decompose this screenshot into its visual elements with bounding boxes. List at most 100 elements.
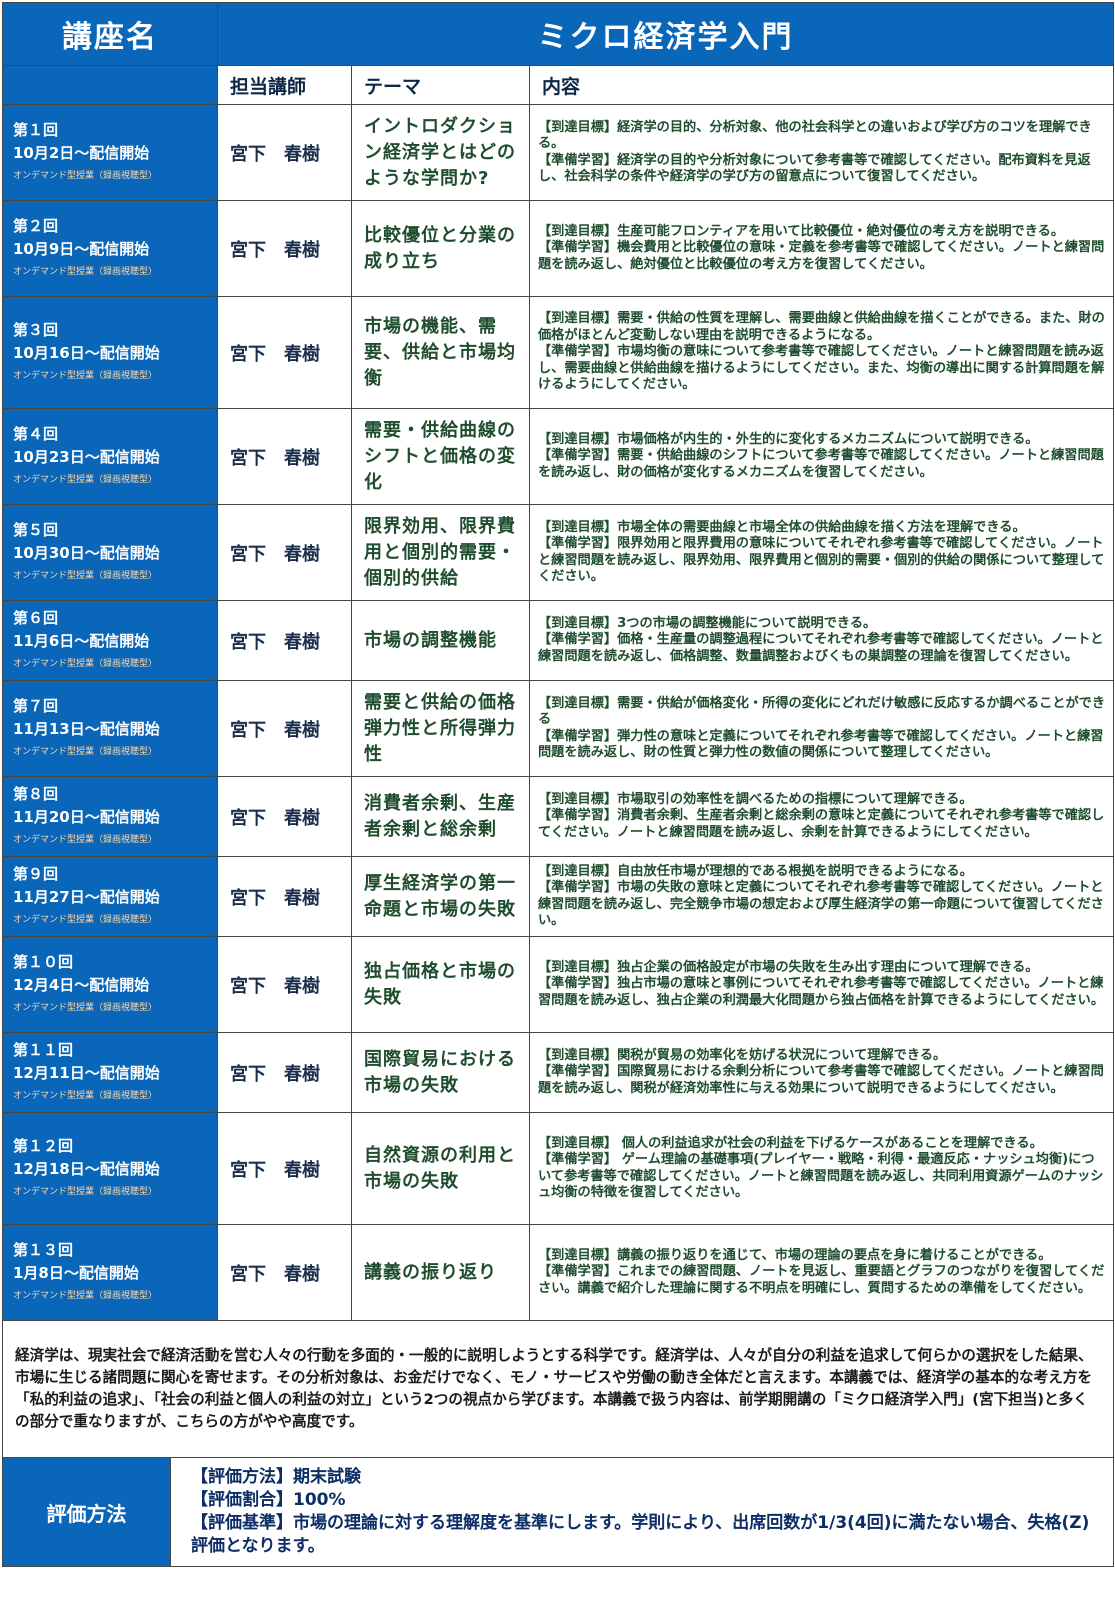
session-number: 第３回 bbox=[13, 320, 59, 339]
session-content: 【到達目標】需要・供給の性質を理解し、需要曲線と供給曲線を描くことができる。また… bbox=[528, 296, 1115, 409]
session-cell: 第５回 10月30日〜配信開始 オンデマンド型授業（録画視聴型） bbox=[2, 504, 218, 601]
course-title: ミクロ経済学入門 bbox=[216, 2, 1115, 66]
session-number: 第１０回 bbox=[13, 952, 74, 971]
session-cell: 第８回 11月20日〜配信開始 オンデマンド型授業（録画視聴型） bbox=[2, 776, 218, 857]
session-type: オンデマンド型授業（録画視聴型） bbox=[13, 266, 158, 277]
session-lecturer: 宮下 春樹 bbox=[217, 296, 352, 409]
session-theme: 限界効用、限界費用と個別的需要・個別的供給 bbox=[351, 504, 530, 601]
session-prep: 【準備学習】独占市場の意味と事例についてそれぞれ参考書等で確認してください。ノー… bbox=[538, 976, 1105, 1008]
session-theme: イントロダクション経済学とはどのような学問か? bbox=[351, 104, 530, 201]
session-row: 第２回 10月9日〜配信開始 オンデマンド型授業（録画視聴型） 宮下 春樹 比較優位と分… bbox=[2, 200, 1115, 297]
session-theme: 市場の調整機能 bbox=[351, 600, 530, 681]
session-type: オンデマンド型授業（録画視聴型） bbox=[13, 170, 158, 181]
session-row: 第１回 10月2日〜配信開始オンデマンド型授業（録画視聴型） 宮下 春樹 イントロダク… bbox=[2, 104, 1115, 201]
course-title-row: 講座名 ミクロ経済学入門 bbox=[2, 2, 1115, 66]
evaluation-label: 評価方法 bbox=[2, 1457, 171, 1567]
session-date: 11月13日〜配信開始 bbox=[13, 719, 160, 738]
session-row: 第６回 11月6日〜配信開始 オンデマンド型授業（録画視聴型） 宮下 春樹 市場の調整機… bbox=[2, 600, 1115, 681]
session-content: 【到達目標】講義の振り返りを通じて、市場の理論の要点を身に着けることができる。【… bbox=[528, 1224, 1115, 1321]
session-row: 第３回 10月16日〜配信開始 オンデマンド型授業（録画視聴型） 宮下 春樹 市場の機能… bbox=[2, 296, 1115, 409]
session-row: 第１１回 12月11日〜配信開始オンデマンド型授業（録画視聴型） 宮下 春樹 国際貿易… bbox=[2, 1032, 1115, 1113]
session-date: 11月27日〜配信開始 bbox=[13, 887, 160, 906]
session-number: 第５回 bbox=[13, 520, 59, 539]
session-date: 12月18日〜配信開始 bbox=[13, 1159, 160, 1178]
session-lecturer: 宮下 春樹 bbox=[217, 1112, 352, 1225]
session-cell: 第１回 10月2日〜配信開始オンデマンド型授業（録画視聴型） bbox=[2, 104, 218, 201]
session-goal: 【到達目標】市場価格が内生的・外生的に変化するメカニズムについて説明できる。 bbox=[538, 431, 1039, 447]
session-number: 第１１回 bbox=[13, 1040, 74, 1059]
session-date: 10月16日〜配信開始 bbox=[13, 343, 160, 362]
session-goal: 【到達目標】市場取引の効率性を調べるための指標について理解できる。 bbox=[538, 791, 973, 807]
session-theme: 厚生経済学の第一命題と市場の失敗 bbox=[351, 856, 530, 937]
session-prep: 【準備学習】市場均衡の意味について参考書等で確認してください。ノートと練習問題を… bbox=[538, 344, 1105, 393]
session-lecturer: 宮下 春樹 bbox=[217, 680, 352, 777]
session-date: 10月2日〜配信開始 bbox=[13, 143, 150, 162]
session-content: 【到達目標】 個人の利益追求が社会の利益を下げるケースがあることを理解できる。【… bbox=[528, 1112, 1115, 1225]
session-type: オンデマンド型授業（録画視聴型） bbox=[13, 1290, 158, 1301]
session-content: 【到達目標】需要・供給が価格変化・所得の変化にどれだけ敏感に反応するか調べること… bbox=[528, 680, 1115, 777]
session-prep: 【準備学習】経済学の目的や分析対象について参考書等で確認してください。配布資料を… bbox=[538, 152, 1091, 184]
evaluation-criteria: 【評価基準】市場の理論に対する理解度を基準にします。学則により、出席回数が1/3… bbox=[191, 1513, 1090, 1556]
session-cell: 第１３回 1月8日〜配信開始 オンデマンド型授業（録画視聴型） bbox=[2, 1224, 218, 1321]
session-goal: 【到達目標】3つの市場の調整機能について説明できる。 bbox=[538, 615, 877, 631]
session-prep: 【準備学習】消費者余剰、生産者余剰と総余剰の意味と定義についてそれぞれ参考書等で… bbox=[538, 808, 1105, 840]
session-content: 【到達目標】市場価格が内生的・外生的に変化するメカニズムについて説明できる。 【準… bbox=[528, 408, 1115, 505]
footer-table: 経済学は、現実社会で経済活動を営む人々の行動を多面的・一般的に説明しようとする科… bbox=[1, 1320, 1115, 1567]
session-goal: 【到達目標】独占企業の価格設定が市場の失敗を生み出す理由について理解できる。 bbox=[538, 959, 1039, 975]
session-goal: 【到達目標】講義の振り返りを通じて、市場の理論の要点を身に着けることができる。 bbox=[538, 1247, 1052, 1263]
session-lecturer: 宮下 春樹 bbox=[217, 776, 352, 857]
session-date: 10月30日〜配信開始 bbox=[13, 543, 160, 562]
session-lecturer: 宮下 春樹 bbox=[217, 200, 352, 297]
session-row: 第１３回 1月8日〜配信開始 オンデマンド型授業（録画視聴型） 宮下 春樹 講義の振り返… bbox=[2, 1224, 1115, 1321]
session-goal: 【到達目標】経済学の目的、分析対象、他の社会科学との違いおよび学び方のコツを理解… bbox=[538, 119, 1092, 152]
session-cell: 第３回 10月16日〜配信開始オンデマンド型授業（録画視聴型） bbox=[2, 296, 218, 409]
evaluation-body: 【評価方法】期末試験 【評価割合】100% 【評価基準】市場の理論に対する理解度… bbox=[169, 1457, 1115, 1567]
session-theme: 消費者余剰、生産者余剰と総余剰 bbox=[351, 776, 530, 857]
session-lecturer: 宮下 春樹 bbox=[217, 104, 352, 201]
session-number: 第６回 bbox=[13, 608, 59, 627]
session-theme: 国際貿易における市場の失敗 bbox=[351, 1032, 530, 1113]
session-type: オンデマンド型授業（録画視聴型） bbox=[13, 474, 158, 485]
session-cell: 第２回 10月9日〜配信開始オンデマンド型授業（録画視聴型） bbox=[2, 200, 218, 297]
session-content: 【到達目標】市場全体の需要曲線と市場全体の供給曲線を描く方法を理解できる。 【準備… bbox=[528, 504, 1115, 601]
session-goal: 【到達目標】需要・供給が価格変化・所得の変化にどれだけ敏感に反応するか調べること… bbox=[538, 695, 1106, 728]
session-number: 第２回 bbox=[13, 216, 59, 235]
session-lecturer: 宮下 春樹 bbox=[217, 504, 352, 601]
evaluation-row: 評価方法 【評価方法】期末試験 【評価割合】100% 【評価基準】市場の理論に対… bbox=[2, 1457, 1115, 1567]
session-prep: 【準備学習】市場の失敗の意味と定義についてそれぞれ参考書等で確認してください。ノ… bbox=[538, 880, 1104, 928]
session-prep: 【準備学習】 ゲーム理論の基礎事項(プレイヤー・戦略・利得・最適反応・ナッシュ均… bbox=[538, 1152, 1104, 1200]
session-goal: 【到達目標】需要・供給の性質を理解し、需要曲線と供給曲線を描くことができる。また… bbox=[538, 311, 1105, 343]
col-theme-header: テーマ bbox=[351, 65, 530, 105]
session-prep: 【準備学習】弾力性の意味と定義についてそれぞれ参考書等で確認してください。ノート… bbox=[538, 728, 1104, 760]
session-row: 第１２回 12月18日〜配信開始 オンデマンド型授業（録画視聴型） 宮下 春樹 自然資源… bbox=[2, 1112, 1115, 1225]
session-prep: 【準備学習】これまでの練習問題、ノートを見返し、重要語とグラフのつながりを復習し… bbox=[538, 1264, 1105, 1296]
session-cell: 第１０回 12月4日〜配信開始 オンデマンド型授業（録画視聴型） bbox=[2, 936, 218, 1033]
session-row: 第９回 11月27日〜配信開始 オンデマンド型授業（録画視聴型） 宮下 春樹 厚生経済学… bbox=[2, 856, 1115, 937]
session-prep: 【準備学習】限界効用と限界費用の意味についてそれぞれ参考書等で確認してください。… bbox=[538, 536, 1105, 584]
session-content: 【到達目標】生産可能フロンティアを用いて比較優位・絶対優位の考え方を説明できる。… bbox=[528, 200, 1115, 297]
session-type: オンデマンド型授業（録画視聴型） bbox=[13, 1002, 158, 1013]
session-type: オンデマンド型授業（録画視聴型） bbox=[13, 1090, 158, 1101]
session-number: 第１３回 bbox=[13, 1240, 74, 1259]
session-prep: 【準備学習】機会費用と比較優位の意味・定義を参考書等で確認してください。ノートと… bbox=[538, 240, 1105, 272]
session-number: 第１２回 bbox=[13, 1136, 74, 1155]
session-cell: 第１２回 12月18日〜配信開始 オンデマンド型授業（録画視聴型） bbox=[2, 1112, 218, 1225]
session-type: オンデマンド型授業（録画視聴型） bbox=[13, 370, 158, 381]
evaluation-ratio: 【評価割合】100% bbox=[191, 1490, 346, 1510]
session-date: 10月23日〜配信開始 bbox=[13, 447, 160, 466]
session-lecturer: 宮下 春樹 bbox=[217, 1032, 352, 1113]
session-goal: 【到達目標】自由放任市場が理想的である根拠を説明できるようになる。 bbox=[538, 863, 973, 879]
session-cell: 第６回 11月6日〜配信開始 オンデマンド型授業（録画視聴型） bbox=[2, 600, 218, 681]
session-cell: 第４回 10月23日〜配信開始 オンデマンド型授業（録画視聴型） bbox=[2, 408, 218, 505]
session-row: 第４回 10月23日〜配信開始 オンデマンド型授業（録画視聴型） 宮下 春樹 需要・供給… bbox=[2, 408, 1115, 505]
session-date: 12月11日〜配信開始 bbox=[13, 1063, 160, 1082]
session-content: 【到達目標】市場取引の効率性を調べるための指標について理解できる。 【準備学習】消… bbox=[528, 776, 1115, 857]
session-lecturer: 宮下 春樹 bbox=[217, 408, 352, 505]
evaluation-method: 【評価方法】期末試験 bbox=[191, 1467, 361, 1487]
session-theme: 需要・供給曲線のシフトと価格の変化 bbox=[351, 408, 530, 505]
summary-row: 経済学は、現実社会で経済活動を営む人々の行動を多面的・一般的に説明しようとする科… bbox=[1, 1320, 1115, 1458]
session-date: 10月9日〜配信開始 bbox=[13, 239, 150, 258]
session-number: 第１回 bbox=[13, 120, 59, 139]
session-prep: 【準備学習】国際貿易における余剰分析について参考書等で確認してください。ノートと… bbox=[538, 1064, 1104, 1096]
session-content: 【到達目標】自由放任市場が理想的である根拠を説明できるようになる。 【準備学習】市… bbox=[528, 856, 1115, 937]
